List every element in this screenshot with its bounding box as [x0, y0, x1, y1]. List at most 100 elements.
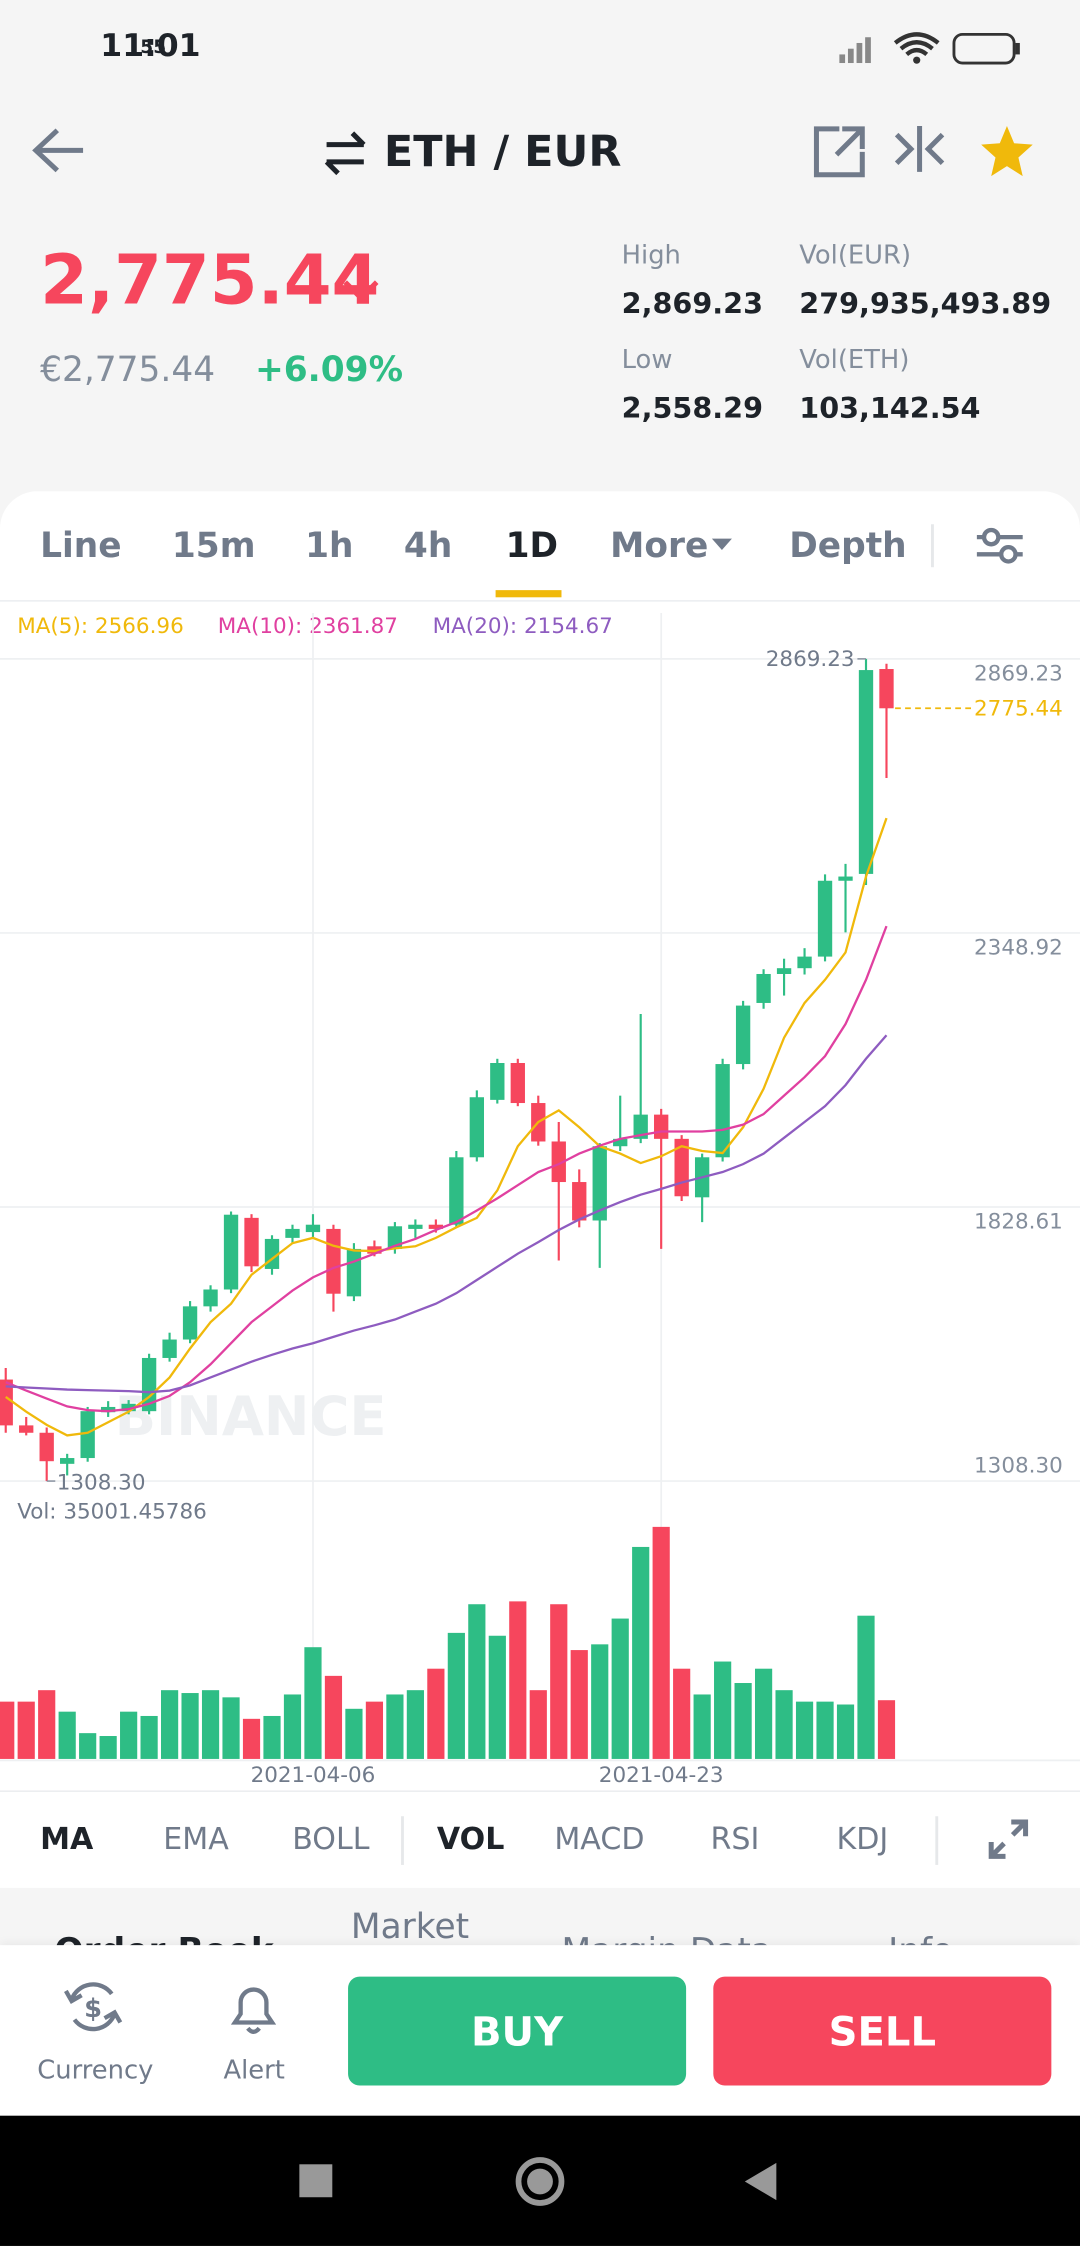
candle-body — [838, 876, 853, 881]
volume-bar — [263, 1715, 281, 1759]
volume-bar — [795, 1701, 814, 1759]
indicator-tab-active[interactable]: VOL — [436, 1821, 505, 1857]
indicator-tab[interactable]: MACD — [554, 1821, 645, 1857]
candle-body — [613, 1138, 628, 1147]
volume-bar — [570, 1650, 588, 1759]
candle-body — [797, 956, 812, 969]
volume-bar — [447, 1632, 465, 1759]
currency-icon[interactable]: $ — [63, 1977, 123, 2037]
interval-tab[interactable]: Line — [40, 525, 122, 566]
currency-label[interactable]: Currency — [37, 2055, 154, 2086]
volume-bar — [242, 1718, 261, 1759]
interval-tab[interactable]: More — [610, 525, 709, 566]
candle-body — [654, 1114, 669, 1139]
buy-label[interactable]: BUY — [470, 2008, 564, 2056]
battery-level: 55 — [140, 37, 167, 59]
ma-legend: MA(20): 2154.67 — [432, 613, 613, 639]
volume-bar — [79, 1733, 97, 1759]
stat-label: Low — [621, 345, 673, 376]
buy-button[interactable] — [348, 1976, 687, 2086]
volume-label: Vol: 35001.45786 — [17, 1499, 207, 1524]
candle-body — [80, 1411, 95, 1459]
y-tick-label: 2348.92 — [974, 935, 1063, 960]
divider — [401, 1816, 404, 1865]
ma-line — [5, 1034, 888, 1394]
fullscreen-button[interactable] — [985, 1816, 1031, 1862]
candle-body — [756, 973, 771, 1003]
candle-body — [490, 1063, 505, 1100]
candle-body — [633, 1114, 648, 1139]
home-button[interactable] — [515, 2157, 565, 2206]
interval-tab[interactable]: 1h — [305, 525, 354, 566]
y-tick-label: 1308.30 — [974, 1453, 1063, 1478]
sell-label[interactable]: SELL — [828, 2008, 937, 2056]
back-button[interactable] — [29, 123, 89, 180]
interval-tab[interactable]: 15m — [171, 525, 256, 566]
volume-bar — [201, 1690, 220, 1759]
indicator-tab[interactable]: EMA — [163, 1821, 229, 1857]
candle-body — [858, 670, 874, 874]
indicator-tab[interactable]: RSI — [710, 1821, 760, 1857]
volume-bar — [468, 1604, 486, 1759]
ma-line — [5, 817, 888, 1437]
volume-bar — [17, 1701, 35, 1759]
divider — [935, 1816, 939, 1865]
chart-settings[interactable] — [974, 524, 1026, 567]
candle-body — [121, 1403, 136, 1412]
indicator-tab-active[interactable]: MA — [40, 1821, 94, 1857]
recents-button[interactable] — [299, 2164, 333, 2198]
divider — [0, 600, 1080, 602]
ma-legend: MA(5): 2566.96 — [17, 613, 184, 639]
indicator-tab[interactable]: BOLL — [292, 1821, 370, 1857]
pair-title[interactable]: ETH / EUR — [383, 127, 622, 178]
last-price: 2,775.44 — [40, 240, 380, 321]
volume-bar — [734, 1683, 752, 1759]
header-actions[interactable] — [808, 120, 1037, 183]
candle-body — [244, 1217, 259, 1267]
swap-icon[interactable] — [321, 129, 370, 178]
volume-bar — [488, 1635, 506, 1759]
y-tick-label: 1828.61 — [974, 1209, 1063, 1234]
watermark: BINANCE — [115, 1384, 387, 1448]
candle-body — [0, 1379, 13, 1426]
x-tick-label: 2021-04-06 — [251, 1763, 376, 1788]
interval-tab[interactable]: 4h — [403, 525, 453, 566]
stat-value: 103,142.54 — [799, 391, 981, 426]
price-down-arrow — [343, 257, 379, 302]
volume-bar — [120, 1711, 138, 1759]
candle-body — [203, 1289, 218, 1307]
stat-value: 279,935,493.89 — [799, 286, 1052, 321]
volume-bar — [529, 1690, 547, 1759]
high-annotation: 2869.23 — [766, 647, 855, 672]
candle-body — [182, 1306, 198, 1340]
candle-body — [223, 1214, 239, 1290]
section-gap — [0, 1887, 1080, 1900]
alert-label[interactable]: Alert — [223, 2055, 285, 2086]
candle-body — [551, 1141, 566, 1183]
volume-bar — [693, 1694, 711, 1759]
candle-body — [305, 1224, 321, 1233]
svg-text:$: $ — [84, 1994, 102, 2024]
volume-bar — [632, 1546, 650, 1759]
volume-bar — [877, 1700, 896, 1759]
divider — [0, 1790, 1080, 1792]
candle-body — [408, 1224, 423, 1229]
volume-bar — [611, 1618, 629, 1759]
volume-bar — [181, 1693, 199, 1759]
volume-bar — [714, 1661, 732, 1759]
status-time: 11:01 — [100, 28, 201, 65]
status-icons — [839, 32, 1020, 65]
section-tab[interactable]: Market — [350, 1906, 470, 1947]
price-change: +6.09% — [254, 349, 404, 390]
candle-body — [776, 968, 792, 974]
interval-tab[interactable]: Depth — [789, 525, 907, 566]
volume-bar — [591, 1644, 609, 1759]
back-nav-button[interactable] — [744, 2162, 777, 2201]
candle-body — [572, 1182, 587, 1221]
ma-line — [5, 925, 888, 1413]
interval-tab-active[interactable]: 1D — [505, 525, 559, 566]
alert-icon[interactable] — [223, 1977, 283, 2037]
nav-bar — [0, 2115, 1080, 2246]
indicator-tab[interactable]: KDJ — [836, 1821, 889, 1857]
sell-button[interactable] — [713, 1976, 1052, 2086]
